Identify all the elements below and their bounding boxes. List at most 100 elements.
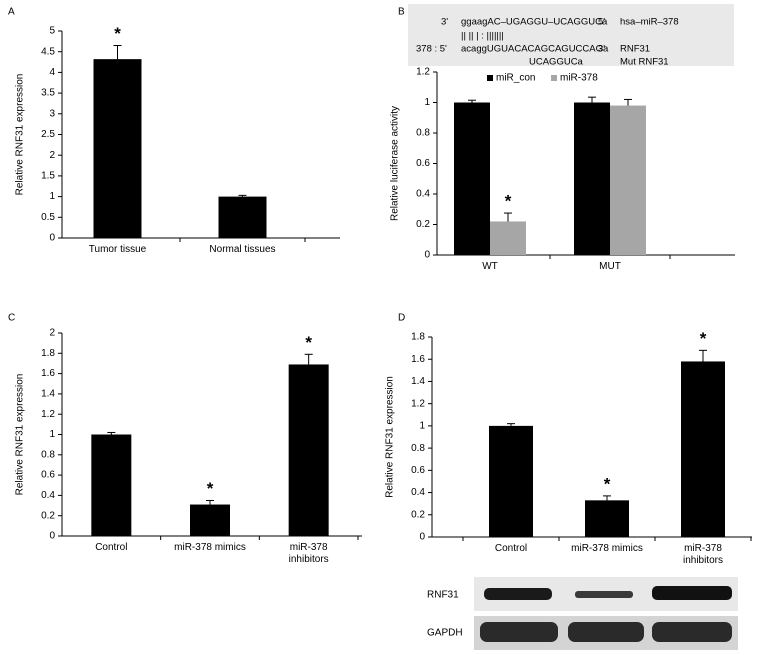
significance: *	[604, 474, 611, 493]
y-tick-label: 0.5	[41, 212, 55, 223]
bar	[574, 102, 610, 255]
y-tick-label: 0	[49, 233, 55, 244]
y-tick-label: 5	[49, 26, 55, 37]
significance: *	[305, 333, 312, 352]
sequence-text: 5'	[598, 17, 605, 28]
x-tick-label-text: Control	[95, 542, 128, 553]
sequence-text: hsa–miR–378	[620, 17, 679, 28]
y-tick-label: 3.5	[41, 88, 55, 99]
sequence-text: || || | : |||||||	[461, 31, 504, 42]
y-tick-label: 1.2	[416, 67, 430, 78]
bar	[93, 59, 142, 238]
y-tick-label: 1	[419, 421, 425, 432]
x-tick-label-text: Normal tissues	[209, 244, 276, 255]
y-tick-label: 1.2	[41, 409, 55, 420]
y-tick-label: 1.4	[411, 376, 425, 387]
significance: *	[207, 479, 214, 498]
x-tick-label-text: miR-378 mimics	[571, 543, 643, 554]
y-tick-label: 0.6	[41, 470, 55, 481]
significance: *	[700, 329, 707, 348]
y-tick-label: 1.8	[411, 332, 425, 343]
bar	[681, 361, 725, 537]
panel-label: C	[8, 313, 15, 324]
legend-swatch	[551, 75, 557, 81]
y-tick-label: 0.8	[41, 449, 55, 460]
sequence-box	[408, 4, 734, 66]
y-axis-label: Relative luciferase activity	[390, 106, 401, 221]
y-axis-label: Relative RNF31 expression	[15, 374, 26, 496]
x-tick-label-text: WT	[482, 261, 498, 272]
y-tick-label: 1.6	[41, 368, 55, 379]
bar	[585, 500, 629, 537]
y-tick-label: 0.2	[41, 510, 55, 521]
y-tick-label: 0	[424, 250, 430, 261]
x-tick-label-text: miR-378 inhibitors	[288, 542, 329, 565]
x-tick-label: WT	[482, 261, 498, 272]
blot-label: RNF31	[427, 590, 459, 601]
bar	[490, 221, 526, 255]
x-tick-label: miR-378 mimics	[571, 543, 643, 554]
bar	[190, 504, 230, 536]
y-tick-label: 0	[419, 532, 425, 543]
y-tick-label: 4	[49, 67, 55, 78]
y-tick-label: 1.5	[41, 171, 55, 182]
x-tick-label: Control	[494, 543, 528, 554]
blot-label: GAPDH	[427, 628, 463, 639]
y-tick-label: 4.5	[41, 46, 55, 57]
y-tick-label: 0.4	[411, 487, 425, 498]
y-tick-label: 1.8	[41, 348, 55, 359]
bar	[218, 196, 267, 238]
blot-bands	[480, 586, 732, 642]
y-axis-label: Relative RNF31 expression	[15, 74, 26, 196]
sequence-text: RNF31	[620, 44, 650, 55]
x-tick-label-text: MUT	[599, 261, 621, 272]
y-tick-label: 2	[49, 150, 55, 161]
x-tick-label: Control	[95, 542, 128, 553]
sequence-text: 378 : 5'	[416, 44, 447, 55]
sequence-text: UCAGGUCa	[529, 57, 584, 68]
y-tick-label: 0.2	[411, 509, 425, 520]
x-tick-label-text: miR-378 mimics	[174, 542, 246, 553]
legend-label: miR_con	[496, 73, 535, 84]
panel-label: A	[8, 7, 15, 18]
y-tick-label: 3	[49, 108, 55, 119]
y-tick-label: 1.4	[41, 389, 55, 400]
x-tick-label: Tumor tissue	[88, 244, 147, 255]
bar	[288, 364, 329, 536]
bar	[610, 105, 646, 255]
y-tick-label: 1.6	[411, 354, 425, 365]
bar	[489, 425, 533, 537]
y-tick-label: 2	[49, 328, 55, 339]
y-axis-label: Relative RNF31 expression	[385, 376, 396, 498]
bar	[454, 102, 490, 255]
significance: *	[505, 192, 512, 211]
y-tick-label: 1	[424, 97, 430, 108]
x-tick-label: miR-378 mimics	[174, 542, 246, 553]
bar	[91, 434, 132, 536]
y-tick-label: 0.8	[416, 128, 430, 139]
x-tick-label: miR-378 inhibitors	[288, 542, 329, 565]
y-tick-label: 1	[49, 429, 55, 440]
y-tick-label: 0.8	[411, 443, 425, 454]
sequence-text: Mut RNF31	[620, 57, 669, 68]
y-tick-label: 0.4	[41, 490, 55, 501]
sequence-text: ggaagAC–UGAGGU–UCAGGUCa	[461, 17, 608, 28]
y-tick-label: 0.6	[411, 465, 425, 476]
sequence-text: 3'	[441, 17, 448, 28]
x-tick-label: miR-378 inhibitors	[682, 543, 724, 566]
sequence-text: 3'	[598, 44, 605, 55]
sequence-text: acaggUGUACACAGCAGUCCAGa	[461, 44, 609, 55]
x-tick-label-text: Control	[494, 543, 528, 554]
y-tick-label: 0	[49, 531, 55, 542]
x-tick-label: MUT	[599, 261, 621, 272]
y-tick-label: 2.5	[41, 129, 55, 140]
x-tick-label-text: miR-378 inhibitors	[682, 543, 724, 566]
legend-label: miR-378	[560, 73, 598, 84]
x-tick-label-text: Tumor tissue	[88, 244, 147, 255]
y-tick-label: 1	[49, 191, 55, 202]
legend-swatch	[487, 75, 493, 81]
panel-label: D	[398, 313, 405, 324]
y-tick-label: 0.4	[416, 189, 430, 200]
significance: *	[114, 24, 121, 43]
